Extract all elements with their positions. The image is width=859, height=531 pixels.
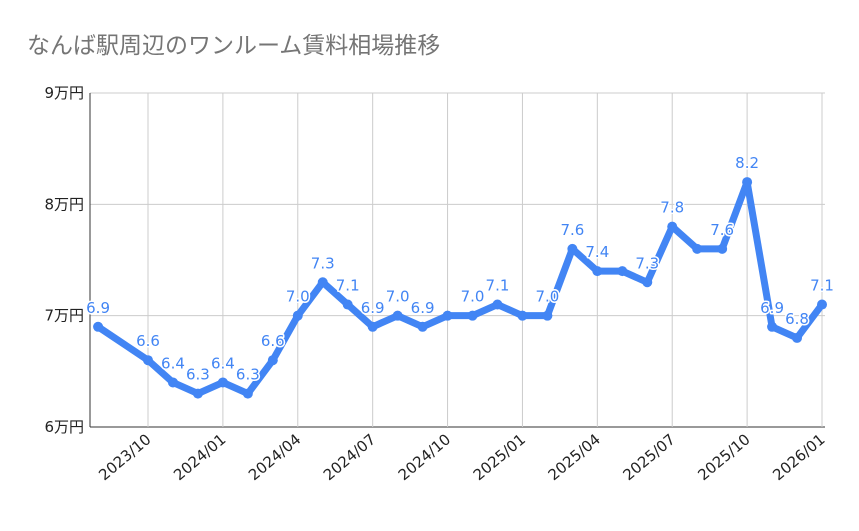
data-point (442, 310, 453, 321)
data-point (467, 310, 478, 321)
x-tick-label: 2025/01 (470, 430, 529, 484)
data-point (817, 299, 827, 310)
data-point (567, 243, 578, 254)
data-point (342, 299, 353, 310)
data-point (167, 377, 178, 388)
data-point (742, 177, 753, 188)
data-point (692, 243, 703, 254)
data-point (392, 310, 403, 321)
data-point (242, 388, 253, 399)
y-tick-label: 8万円 (44, 195, 84, 213)
data-point (542, 310, 553, 321)
x-tick-label: 2024/04 (245, 430, 304, 484)
data-point (617, 266, 628, 277)
data-label: 6.9 (760, 299, 784, 317)
x-tick-label: 2024/07 (320, 430, 379, 484)
data-label: 7.8 (660, 199, 684, 217)
data-label: 7.3 (311, 254, 335, 272)
data-label: 7.4 (585, 243, 609, 261)
data-point (267, 355, 278, 366)
x-tick-label: 2025/07 (619, 430, 678, 484)
data-point (592, 266, 603, 277)
data-label: 7.0 (535, 288, 559, 306)
data-label: 7.1 (810, 277, 834, 295)
data-point (492, 299, 503, 310)
x-tick-label: 2025/04 (545, 430, 604, 484)
data-point (417, 321, 428, 332)
data-point (292, 310, 303, 321)
y-tick-label: 9万円 (44, 84, 84, 102)
data-point (667, 221, 678, 232)
x-tick-label: 2023/10 (95, 430, 154, 484)
data-label: 6.8 (785, 310, 809, 328)
y-tick-label: 6万円 (44, 418, 84, 436)
data-point (192, 388, 203, 399)
x-tick-label: 2025/10 (694, 430, 753, 484)
x-tick-label: 2024/10 (395, 430, 454, 484)
data-label: 6.4 (211, 354, 235, 372)
data-label: 7.1 (486, 277, 510, 295)
data-point (717, 243, 728, 254)
data-label: 7.6 (710, 221, 734, 239)
data-point (93, 321, 104, 332)
data-label: 6.9 (361, 299, 385, 317)
data-label: 7.1 (336, 277, 360, 295)
data-label: 8.2 (735, 154, 759, 172)
chart-title: なんば駅周辺のワンルーム賃料相場推移 (27, 33, 441, 59)
data-point (217, 377, 228, 388)
data-label: 6.6 (261, 332, 285, 350)
data-point (517, 310, 528, 321)
data-label: 6.6 (136, 332, 160, 350)
data-label: 6.9 (411, 299, 435, 317)
data-point (367, 321, 378, 332)
data-point (767, 321, 778, 332)
x-tick-label: 2024/01 (170, 430, 229, 484)
data-label: 7.0 (386, 288, 410, 306)
y-tick-label: 7万円 (44, 307, 84, 325)
data-point (642, 277, 653, 288)
data-label: 7.0 (461, 288, 485, 306)
data-point (143, 355, 153, 366)
x-tick-label: 2026/01 (769, 430, 828, 484)
data-label: 7.6 (560, 221, 584, 239)
data-label: 6.3 (236, 366, 260, 384)
data-point (792, 332, 803, 343)
data-label: 7.0 (286, 288, 310, 306)
data-label: 7.3 (635, 254, 659, 272)
data-label: 6.4 (161, 354, 185, 372)
data-label: 6.9 (86, 299, 110, 317)
data-label: 6.3 (186, 366, 210, 384)
data-point (317, 277, 328, 288)
